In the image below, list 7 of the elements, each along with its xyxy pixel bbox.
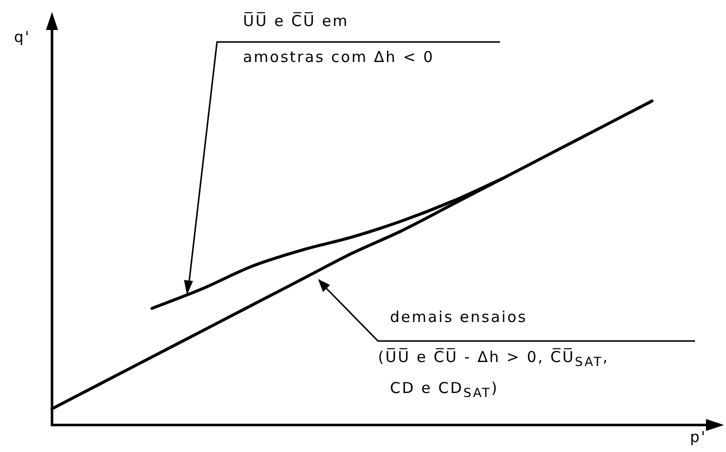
text: amostras com Δh < 0: [243, 48, 434, 66]
x-axis-title: p': [690, 428, 707, 446]
text: U̅U̅ e C̅U̅ em: [243, 12, 349, 30]
annotation: demais ensaios: [390, 308, 528, 326]
annotation: (U̅U̅ e C̅U̅ - Δh > 0, C̅U̅$_{SAT}$,: [378, 348, 610, 369]
annotation: CD e CD$_{SAT}$): [390, 379, 499, 400]
y-axis-title: q': [14, 28, 31, 46]
